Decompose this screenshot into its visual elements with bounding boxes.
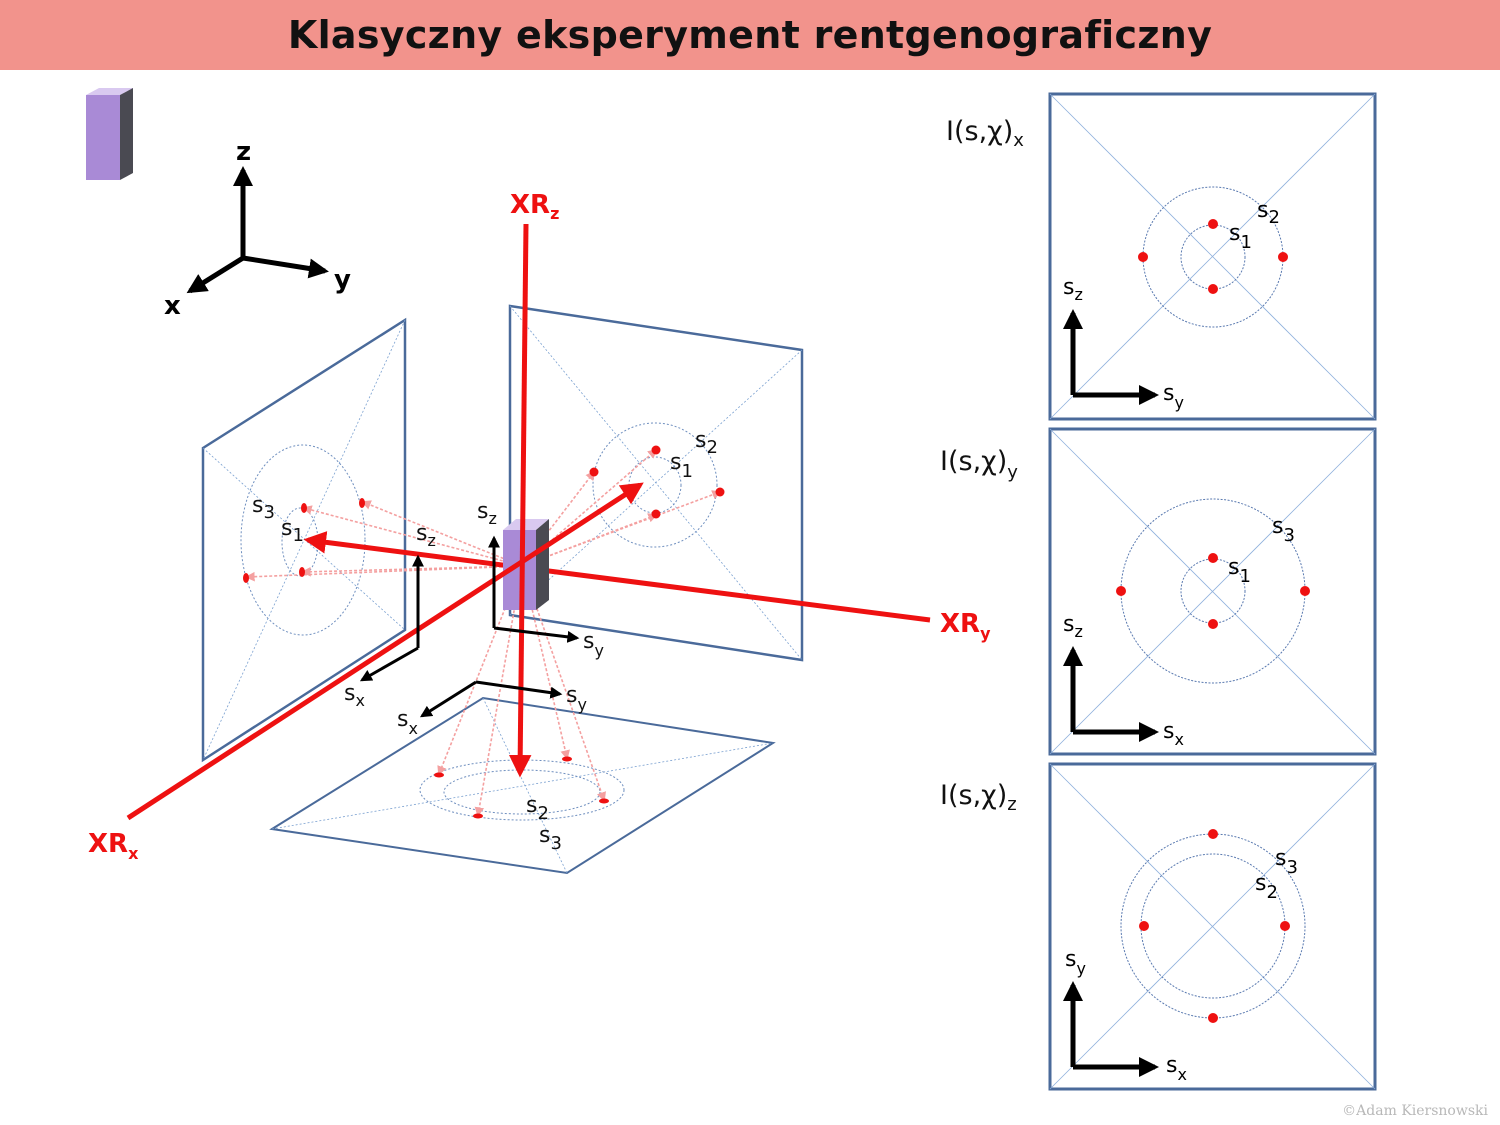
label-sx-screen-x: sx (344, 681, 365, 710)
label-sy-crystal: sy (583, 629, 604, 660)
svg-text:s1: s1 (1229, 221, 1252, 253)
axis-y-label: y (334, 265, 351, 295)
svg-text:sx: sx (1163, 719, 1184, 749)
axis-z-label: z (236, 137, 251, 167)
svg-text:s3: s3 (1275, 846, 1298, 878)
label-s2-screen-z: s2 (526, 793, 549, 824)
svg-text:s1: s1 (1228, 555, 1251, 587)
beam-label-xr-z: XRz (510, 190, 559, 223)
label-s2-screen-y: s2 (695, 428, 718, 458)
beam-label-xr-y: XRy (940, 609, 991, 643)
svg-text:sy: sy (1065, 947, 1086, 978)
label-s1-screen-x: s1 (281, 516, 304, 546)
label-sz-screen-x: sz (416, 521, 436, 550)
coordinate-axes (186, 166, 329, 294)
detector-screen-z (269, 696, 776, 875)
axis-x-label: x (164, 291, 181, 321)
crystal-legend-icon (86, 88, 133, 180)
title-bar: Klasyczny eksperyment rentgenograficzny (0, 0, 1500, 70)
page-title: Klasyczny eksperyment rentgenograficzny (287, 13, 1213, 57)
svg-text:s2: s2 (1255, 871, 1278, 903)
detector-screen-x (201, 317, 407, 763)
label-sy-screen-z: sy (566, 683, 587, 714)
panel-x-title: I(s,χ)x (946, 116, 1024, 151)
svg-text:s2: s2 (1257, 198, 1280, 228)
local-axes-crystal (488, 535, 580, 643)
panel-y-title: I(s,χ)y (940, 446, 1018, 483)
local-axes-screen-x (359, 554, 424, 682)
local-axes-screen-z (419, 680, 563, 718)
panel-z-title: I(s,χ)z (940, 780, 1017, 815)
beam-xr-z (508, 223, 532, 778)
label-s3-screen-x: s3 (252, 493, 275, 523)
beam-xr-x (126, 482, 644, 821)
panel-x: I(s,χ)x sz sy s2 s1 (946, 92, 1377, 421)
panel-z: I(s,χ)z sy sx s3 s2 (940, 762, 1377, 1091)
label-sx-screen-z: sx (397, 707, 418, 738)
credit-text: ©Adam Kiersnowski (1342, 1103, 1488, 1119)
beam-label-xr-x: XRx (88, 829, 139, 863)
panel-y: I(s,χ)y sz sx s3 s1 (940, 427, 1377, 756)
diffraction-spots-3d (243, 445, 725, 819)
beam-xr-y (303, 531, 931, 623)
svg-text:sz: sz (1063, 275, 1083, 304)
detector-screen-y (508, 304, 804, 662)
crystal-sample (503, 519, 549, 610)
label-sz-crystal: sz (477, 499, 497, 528)
svg-text:sy: sy (1163, 381, 1184, 412)
svg-text:sz: sz (1063, 612, 1083, 641)
svg-text:sx: sx (1166, 1053, 1187, 1084)
label-s3-screen-z: s3 (539, 823, 562, 854)
svg-text:s3: s3 (1272, 514, 1295, 546)
label-s1-screen-y: s1 (670, 450, 693, 482)
